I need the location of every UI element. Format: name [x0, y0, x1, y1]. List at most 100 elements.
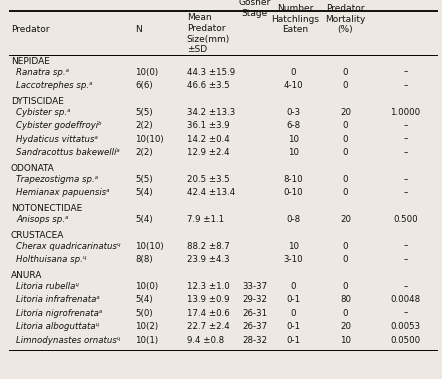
Text: 6-8: 6-8: [286, 121, 300, 130]
Text: 42.4 ±13.4: 42.4 ±13.4: [187, 188, 235, 197]
Text: –: –: [403, 81, 408, 90]
Text: 8(8): 8(8): [135, 255, 153, 264]
Text: 10: 10: [288, 241, 299, 251]
Text: 10(0): 10(0): [135, 282, 158, 291]
Text: 0.500: 0.500: [393, 215, 418, 224]
Text: Sandracottus bakewellíᵃ: Sandracottus bakewellíᵃ: [16, 148, 120, 157]
Text: 8-10: 8-10: [283, 175, 303, 184]
Text: 0: 0: [290, 282, 296, 291]
Text: Hydaticus vittatusᵃ: Hydaticus vittatusᵃ: [16, 135, 98, 144]
Text: 26-37: 26-37: [242, 322, 267, 331]
Text: P: P: [401, 0, 407, 2]
Text: –: –: [403, 282, 408, 291]
Text: 5(5): 5(5): [135, 108, 153, 117]
Text: 0: 0: [343, 255, 348, 264]
Text: 36.1 ±3.9: 36.1 ±3.9: [187, 121, 229, 130]
Text: Litoria alboguttataᶣ: Litoria alboguttataᶣ: [16, 322, 99, 331]
Text: N: N: [135, 25, 142, 34]
Text: 0-8: 0-8: [286, 215, 300, 224]
Text: Holthuisana sp.ᶣ: Holthuisana sp.ᶣ: [16, 255, 87, 264]
Text: 14.2 ±0.4: 14.2 ±0.4: [187, 135, 229, 144]
Text: 0: 0: [343, 121, 348, 130]
Text: –: –: [403, 188, 408, 197]
Text: 5(5): 5(5): [135, 175, 153, 184]
Text: 33-37: 33-37: [242, 282, 267, 291]
Text: 17.4 ±0.6: 17.4 ±0.6: [187, 309, 229, 318]
Text: –: –: [403, 241, 408, 251]
Text: Litoria infrafrenataᵃ: Litoria infrafrenataᵃ: [16, 295, 100, 304]
Text: 20: 20: [340, 215, 351, 224]
Text: 46.6 ±3.5: 46.6 ±3.5: [187, 81, 229, 90]
Text: 0: 0: [290, 309, 296, 318]
Text: 10: 10: [288, 135, 299, 144]
Text: Mean
Predator
Size(mm)
±SD: Mean Predator Size(mm) ±SD: [187, 13, 230, 54]
Text: Cybister sp.ᵃ: Cybister sp.ᵃ: [16, 108, 71, 117]
Text: 6(6): 6(6): [135, 81, 153, 90]
Text: –: –: [403, 175, 408, 184]
Text: DYTISCIDAE: DYTISCIDAE: [11, 97, 64, 106]
Text: Laccotrephes sp.ᵃ: Laccotrephes sp.ᵃ: [16, 81, 93, 90]
Text: 80: 80: [340, 295, 351, 304]
Text: 0: 0: [343, 188, 348, 197]
Text: Cybister godeffroyiᵇ: Cybister godeffroyiᵇ: [16, 121, 102, 130]
Text: Limnodynastes ornatusᶣ: Limnodynastes ornatusᶣ: [16, 335, 121, 345]
Text: 12.3 ±1.0: 12.3 ±1.0: [187, 282, 229, 291]
Text: 2(2): 2(2): [135, 148, 153, 157]
Text: Trapezostigma sp.ᵃ: Trapezostigma sp.ᵃ: [16, 175, 98, 184]
Text: 10: 10: [288, 148, 299, 157]
Text: 0.0053: 0.0053: [390, 322, 420, 331]
Text: 34.2 ±13.3: 34.2 ±13.3: [187, 108, 235, 117]
Text: 26-31: 26-31: [242, 309, 267, 318]
Text: 88.2 ±8.7: 88.2 ±8.7: [187, 241, 229, 251]
Text: 13.9 ±0.9: 13.9 ±0.9: [187, 295, 229, 304]
Text: Number
Hatchlings
Eaten: Number Hatchlings Eaten: [271, 4, 319, 34]
Text: –: –: [403, 255, 408, 264]
Text: 7.9 ±1.1: 7.9 ±1.1: [187, 215, 224, 224]
Text: 9.4 ±0.8: 9.4 ±0.8: [187, 335, 224, 345]
Text: Anisops sp.ᵃ: Anisops sp.ᵃ: [16, 215, 69, 224]
Text: Predator: Predator: [11, 25, 50, 34]
Text: 10(10): 10(10): [135, 241, 164, 251]
Text: 0: 0: [343, 282, 348, 291]
Text: ODONATA: ODONATA: [11, 164, 55, 173]
Text: –: –: [403, 148, 408, 157]
Text: ANURA: ANURA: [11, 271, 42, 280]
Text: Cherax quadricarinatusᶣ: Cherax quadricarinatusᶣ: [16, 241, 121, 251]
Text: 10(1): 10(1): [135, 335, 158, 345]
Text: 0: 0: [290, 67, 296, 77]
Text: 10(0): 10(0): [135, 67, 158, 77]
Text: 0-10: 0-10: [283, 188, 303, 197]
Text: –: –: [403, 309, 408, 318]
Text: 10(2): 10(2): [135, 322, 158, 331]
Text: 5(4): 5(4): [135, 295, 153, 304]
Text: –: –: [403, 135, 408, 144]
Text: Ranatra sp.ᵃ: Ranatra sp.ᵃ: [16, 67, 69, 77]
Text: 0: 0: [343, 67, 348, 77]
Text: 0: 0: [343, 175, 348, 184]
Text: 0: 0: [343, 148, 348, 157]
Text: 0-1: 0-1: [286, 335, 300, 345]
Text: 10(10): 10(10): [135, 135, 164, 144]
Text: NOTONECTIDAE: NOTONECTIDAE: [11, 204, 82, 213]
Text: 5(4): 5(4): [135, 215, 153, 224]
Text: –: –: [403, 121, 408, 130]
Text: 0.0500: 0.0500: [390, 335, 420, 345]
Text: 0-1: 0-1: [286, 295, 300, 304]
Text: 0: 0: [343, 241, 348, 251]
Text: Litoria rubellaᶣ: Litoria rubellaᶣ: [16, 282, 79, 291]
Text: Hemianax papuensisᵃ: Hemianax papuensisᵃ: [16, 188, 110, 197]
Text: Predator
Mortality
(%): Predator Mortality (%): [325, 4, 366, 34]
Text: 0: 0: [343, 135, 348, 144]
Text: 29-32: 29-32: [242, 295, 267, 304]
Text: 0: 0: [343, 81, 348, 90]
Text: Litoria nigrofrenataᵃ: Litoria nigrofrenataᵃ: [16, 309, 103, 318]
Text: CRUSTACEA: CRUSTACEA: [11, 230, 65, 240]
Text: –: –: [403, 67, 408, 77]
Text: 4-10: 4-10: [283, 81, 303, 90]
Text: 28-32: 28-32: [242, 335, 267, 345]
Text: 20.5 ±3.5: 20.5 ±3.5: [187, 175, 229, 184]
Text: 1.0000: 1.0000: [390, 108, 420, 117]
Text: 44.3 ±15.9: 44.3 ±15.9: [187, 67, 235, 77]
Text: 5(0): 5(0): [135, 309, 153, 318]
Text: 2(2): 2(2): [135, 121, 153, 130]
